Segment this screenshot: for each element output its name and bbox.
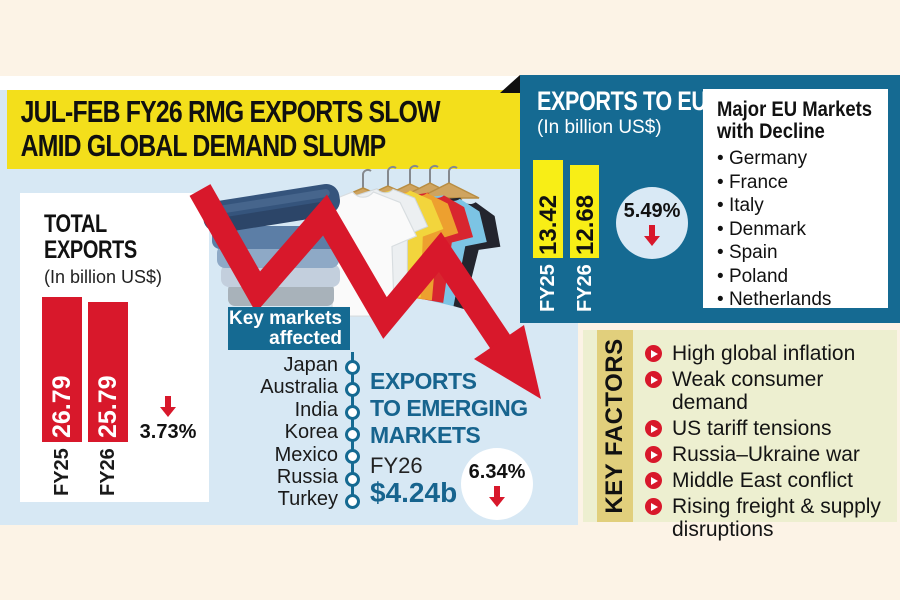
- title-line-2: AMID GLOBAL DEMAND SLUMP: [20, 128, 387, 163]
- list-item: Spain: [717, 241, 888, 265]
- eu-change-percent: 5.49%: [623, 200, 681, 222]
- bullet-arrow-icon: [645, 446, 662, 463]
- list-item: Middle East conflict: [645, 469, 891, 492]
- emerging-markets-heading: EXPORTS TO EMERGING MARKETS: [370, 368, 528, 448]
- list-item: Rising freight & supply disruptions: [645, 495, 891, 541]
- eu-change-badge: 5.49%: [616, 187, 688, 259]
- list-item: Denmark: [717, 218, 888, 242]
- list-item: India: [294, 398, 338, 421]
- bullet-arrow-icon: [645, 420, 662, 437]
- list-item: Turkey: [277, 488, 338, 511]
- list-item: Russia–Ukraine war: [645, 443, 891, 466]
- key-factors-panel: KEY FACTORS High global inflation Weak c…: [583, 330, 897, 541]
- bullet-arrow-icon: [645, 345, 662, 362]
- eu-decline-arrow-icon: [644, 225, 660, 247]
- page-title: JUL-FEB FY26 RMG EXPORTS SLOW AMID GLOBA…: [7, 90, 441, 163]
- total-change-percent: 3.73%: [139, 421, 197, 443]
- list-item: France: [717, 171, 888, 195]
- list-item: Netherlands: [717, 288, 888, 312]
- emerging-period: FY26: [370, 453, 423, 478]
- total-decline-arrow-icon: [160, 396, 176, 418]
- total-bar-fy25: [42, 297, 82, 442]
- top-white-strip: [0, 76, 520, 90]
- timeline-dot: [345, 494, 360, 509]
- key-factors-label: KEY FACTORS: [601, 338, 628, 514]
- list-item: Korea: [284, 421, 338, 444]
- bullet-arrow-icon: [645, 498, 662, 515]
- title-line-1: JUL-FEB FY26 RMG EXPORTS SLOW: [20, 94, 441, 129]
- list-item: Mexico: [274, 443, 338, 466]
- list-item: Italy: [717, 194, 888, 218]
- timeline-dot: [345, 472, 360, 487]
- emerging-change-percent: 6.34%: [468, 461, 526, 483]
- total-bar-fy25-label: FY25: [51, 448, 73, 496]
- total-bar-fy25-value: 26.79: [48, 375, 76, 438]
- emerging-value: $4.24b: [370, 477, 458, 508]
- list-item: Japan: [283, 354, 339, 376]
- emerging-change-badge: 6.34%: [461, 448, 533, 520]
- eu-panel-title: Major EU Markets with Decline: [717, 98, 873, 143]
- total-exports-heading: TOTAL EXPORTS: [44, 210, 137, 264]
- emerging-decline-arrow-icon: [489, 486, 505, 508]
- timeline-dot: [345, 405, 360, 420]
- eu-unit: (In billion US$): [537, 117, 662, 138]
- total-exports-card: TOTAL EXPORTS (In billion US$) 26.79 25.…: [20, 193, 209, 502]
- key-markets-list: Japan Australia India Korea Mexico Russi…: [200, 354, 338, 511]
- list-item: Germany: [717, 147, 888, 171]
- eu-bar-fy25-value: 13.42: [535, 194, 562, 255]
- key-markets-label: Key markets affected: [228, 307, 350, 350]
- eu-bar-fy25-label: FY25: [537, 264, 559, 312]
- list-item: Weak consumer demand: [645, 368, 891, 414]
- list-item: High global inflation: [645, 342, 891, 365]
- key-factors-list: High global inflation Weak consumer dema…: [645, 342, 891, 544]
- timeline-dot: [345, 449, 360, 464]
- eu-markets-panel: Major EU Markets with Decline Germany Fr…: [703, 89, 888, 310]
- title-banner: JUL-FEB FY26 RMG EXPORTS SLOW AMID GLOBA…: [7, 90, 520, 169]
- timeline-dot: [345, 382, 360, 397]
- total-bar-fy26-value: 25.79: [94, 375, 122, 438]
- key-factors-strip: [597, 330, 633, 522]
- total-exports-unit: (In billion US$): [44, 267, 163, 287]
- eu-bar-fy26-label: FY26: [574, 264, 596, 312]
- eu-markets-list: Germany France Italy Denmark Spain Polan…: [717, 147, 888, 312]
- eu-bar-fy25: [533, 160, 563, 258]
- list-item: Australia: [260, 376, 338, 399]
- list-item: Poland: [717, 265, 888, 289]
- total-bar-fy26: [88, 302, 128, 442]
- eu-heading: EXPORTS TO EU: [537, 86, 707, 116]
- eu-bar-fy26-value: 12.68: [572, 194, 599, 255]
- list-item: US tariff tensions: [645, 417, 891, 440]
- timeline-dot: [345, 427, 360, 442]
- list-item: Russia: [276, 466, 338, 489]
- timeline-dot: [345, 360, 360, 375]
- bullet-arrow-icon: [645, 371, 662, 388]
- bullet-arrow-icon: [645, 472, 662, 489]
- total-bar-fy26-label: FY26: [97, 448, 119, 496]
- eu-bar-fy26: [570, 165, 599, 258]
